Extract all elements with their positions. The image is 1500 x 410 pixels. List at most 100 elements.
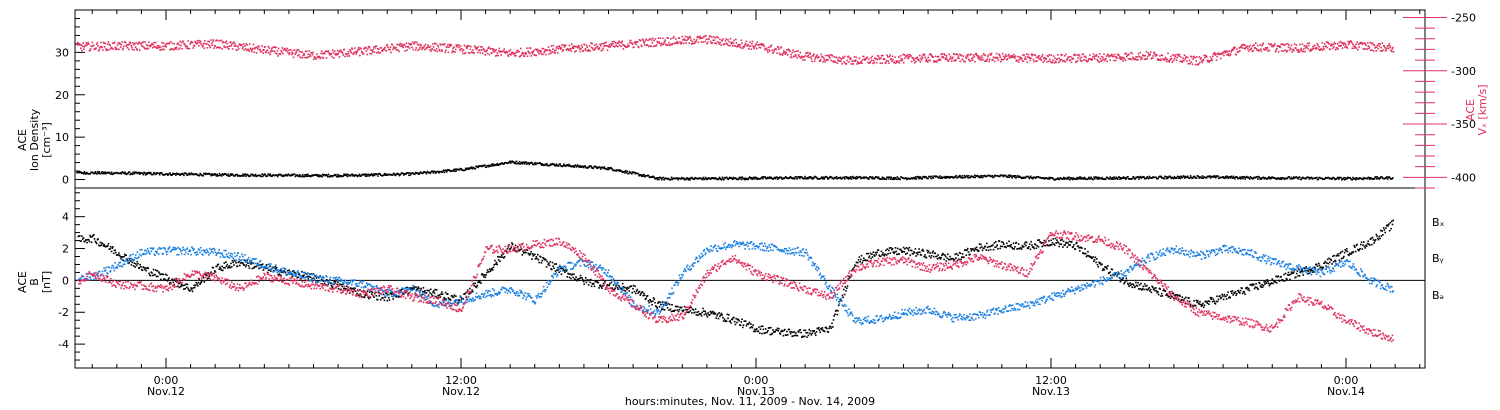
- velocity-series-point: [268, 47, 271, 49]
- velocity-series-point: [365, 50, 368, 52]
- velocity-series-point: [1351, 47, 1354, 50]
- velocity-series-point: [173, 43, 175, 45]
- velocity-series-point: [321, 56, 324, 59]
- velocity-series-point: [288, 52, 291, 54]
- density-series-point: [897, 178, 899, 181]
- density-series-point: [1147, 177, 1149, 179]
- velocity-series-point: [1189, 55, 1192, 58]
- velocity-series-point: [371, 49, 373, 52]
- velocity-series-point: [194, 40, 196, 43]
- velocity-series-point: [704, 40, 706, 43]
- velocity-series-point: [1080, 56, 1083, 59]
- velocity-series-point: [1063, 55, 1066, 57]
- bx-series-point: [358, 295, 361, 297]
- velocity-series-point: [390, 51, 392, 54]
- bx-series-point: [354, 290, 357, 292]
- velocity-series-point: [1378, 45, 1381, 48]
- velocity-series-point: [1376, 44, 1379, 46]
- velocity-series-point: [1164, 56, 1167, 59]
- density-series-point: [644, 175, 646, 178]
- velocity-series-point: [976, 55, 979, 57]
- velocity-series-point: [1019, 57, 1022, 60]
- velocity-series-point: [778, 48, 780, 50]
- velocity-series-point: [114, 46, 116, 49]
- density-series-point: [368, 175, 370, 177]
- density-series-point: [470, 167, 472, 169]
- velocity-series-point: [700, 37, 702, 39]
- velocity-series-point: [1385, 47, 1388, 49]
- velocity-series-point: [793, 55, 796, 58]
- density-series-point: [1076, 176, 1078, 179]
- density-series-point: [526, 163, 528, 165]
- velocity-series-point: [821, 55, 824, 58]
- velocity-series-point: [558, 45, 561, 47]
- velocity-series-point: [1381, 50, 1383, 52]
- bx-series-point: [228, 265, 231, 267]
- velocity-series-point: [1197, 64, 1199, 66]
- velocity-series-point: [841, 63, 843, 65]
- velocity-series-point: [783, 51, 786, 54]
- velocity-series-point: [708, 35, 711, 38]
- bx-series-point: [337, 288, 340, 290]
- bx-series-point: [495, 261, 498, 264]
- density-series-point: [1361, 177, 1363, 180]
- velocity-series-point: [1353, 47, 1355, 49]
- density-series-point: [821, 176, 823, 178]
- bx-series-point: [238, 260, 240, 263]
- density-series-point: [1307, 176, 1310, 179]
- velocity-series-point: [1245, 46, 1248, 48]
- velocity-series-point: [220, 39, 223, 42]
- density-series-point: [320, 174, 322, 177]
- density-series-point: [962, 176, 965, 179]
- bx-series-point: [574, 278, 577, 281]
- bx-series-point: [475, 286, 478, 289]
- velocity-series-point: [496, 54, 498, 57]
- density-series-point: [1082, 177, 1084, 179]
- velocity-series-point: [198, 39, 201, 42]
- density-series-point: [1354, 177, 1356, 180]
- velocity-series-point: [1047, 55, 1049, 58]
- velocity-series-point: [796, 57, 799, 59]
- density-series-point: [534, 161, 536, 164]
- velocity-series-point: [1387, 44, 1389, 47]
- velocity-series-point: [554, 52, 556, 54]
- velocity-series-point: [1373, 50, 1375, 52]
- bx-series-point: [565, 270, 568, 272]
- density-series-point: [1269, 176, 1272, 179]
- velocity-series-point: [1165, 60, 1168, 63]
- velocity-series-point: [750, 48, 753, 50]
- velocity-series-point: [1214, 54, 1217, 56]
- velocity-series-point: [1280, 43, 1282, 46]
- velocity-series-point: [706, 41, 709, 44]
- velocity-series-point: [728, 40, 730, 43]
- velocity-series-point: [819, 58, 822, 61]
- bx-series-point: [570, 277, 572, 280]
- bx-series-point: [359, 289, 361, 291]
- bx-series-point: [497, 255, 499, 258]
- velocity-series-point: [160, 49, 163, 51]
- bx-series-point: [652, 297, 655, 299]
- density-series-point: [873, 177, 876, 180]
- velocity-series-point: [1056, 58, 1059, 60]
- density-series-point: [887, 178, 890, 180]
- bx-series-point: [429, 292, 431, 294]
- density-series-point: [660, 177, 662, 180]
- velocity-series-point: [499, 50, 502, 53]
- velocity-series-point: [111, 47, 113, 50]
- velocity-series-point: [1339, 40, 1342, 43]
- velocity-series-point: [738, 43, 740, 46]
- bx-series-point: [286, 269, 289, 272]
- bx-series-point: [500, 254, 503, 256]
- velocity-series-point: [132, 42, 134, 44]
- velocity-series-point: [440, 44, 442, 46]
- velocity-series-point: [850, 57, 852, 60]
- density-series-point: [459, 169, 461, 171]
- velocity-series-point: [940, 53, 942, 56]
- velocity-series-point: [733, 39, 735, 42]
- velocity-series-point: [1319, 49, 1322, 51]
- density-series-point: [1310, 176, 1313, 179]
- velocity-series-point: [373, 51, 376, 53]
- velocity-series-point: [889, 54, 891, 56]
- velocity-series-point: [1145, 58, 1147, 60]
- velocity-series-point: [116, 48, 118, 51]
